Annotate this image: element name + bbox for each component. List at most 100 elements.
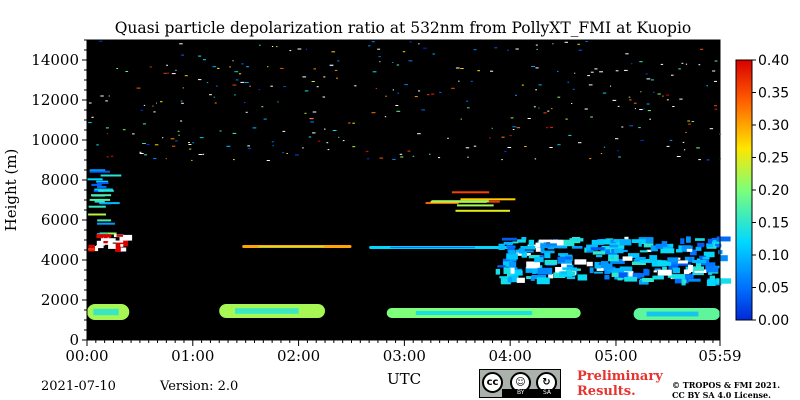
noise-pixel	[198, 79, 202, 81]
noise-pixel	[676, 156, 681, 157]
noise-pixel	[181, 54, 184, 56]
noise-pixel	[395, 105, 399, 106]
noise-pixel	[295, 154, 299, 156]
y-axis-label: Height (m)	[2, 149, 20, 232]
cloud-patch	[676, 249, 683, 253]
noise-pixel	[460, 68, 464, 69]
noise-pixel	[438, 157, 441, 159]
noise-pixel	[308, 136, 312, 138]
cloud-patch	[668, 264, 679, 270]
noise-pixel	[507, 147, 512, 148]
noise-pixel	[272, 145, 274, 147]
noise-pixel	[188, 142, 190, 143]
cloud-patch	[528, 255, 543, 259]
noise-pixel	[304, 90, 309, 92]
cloud-patch	[120, 247, 127, 252]
cloud-patch	[618, 272, 628, 279]
noise-pixel	[352, 146, 356, 148]
noise-pixel	[565, 118, 568, 120]
noise-pixel	[639, 109, 643, 110]
noise-pixel	[181, 102, 184, 104]
noise-pixel	[246, 66, 249, 68]
noise-pixel	[238, 73, 242, 75]
noise-pixel	[122, 129, 126, 131]
noise-pixel	[313, 68, 316, 70]
noise-pixel	[534, 158, 537, 160]
x-tick-label: 03:00	[383, 347, 426, 365]
noise-pixel	[473, 145, 477, 147]
noise-pixel	[263, 118, 267, 120]
noise-pixel	[132, 133, 135, 135]
noise-pixel	[271, 141, 274, 143]
noise-pixel	[324, 128, 326, 130]
noise-pixel	[365, 150, 369, 152]
noise-pixel	[538, 107, 540, 109]
cloud-patch	[513, 270, 523, 276]
noise-pixel	[331, 51, 336, 53]
noise-pixel	[535, 67, 539, 69]
noise-pixel	[146, 144, 150, 145]
noise-pixel	[628, 96, 631, 98]
cloud-patch	[508, 250, 516, 255]
cloud-patch	[607, 268, 622, 273]
noise-pixel	[302, 76, 307, 78]
cloud-patch	[540, 250, 555, 254]
cloud-patch	[115, 240, 129, 247]
noise-pixel	[100, 95, 104, 97]
noise-pixel	[282, 152, 285, 154]
noise-pixel	[372, 71, 377, 73]
noise-pixel	[354, 85, 357, 87]
noise-pixel	[375, 88, 378, 89]
noise-pixel	[234, 94, 236, 96]
noise-pixel	[643, 108, 645, 110]
noise-pixel	[212, 66, 217, 68]
cloud-patch	[642, 278, 654, 282]
y-tick-label: 4000	[41, 251, 79, 269]
noise-pixel	[640, 139, 644, 141]
streak	[451, 191, 490, 194]
x-axis: 00:00 01:00 02:00 03:00 04:00 05:00 05:59	[65, 340, 742, 365]
streak	[97, 185, 107, 188]
cloud-patch	[649, 255, 658, 262]
streak	[457, 204, 494, 207]
noise-pixel	[371, 112, 376, 114]
streak	[460, 198, 516, 201]
noise-pixel	[625, 53, 629, 55]
noise-pixel	[458, 80, 460, 82]
cloud-patch	[522, 250, 534, 253]
cloud-patch	[712, 239, 717, 243]
cloud-patch	[654, 268, 661, 271]
cloud-patch	[680, 238, 685, 244]
noise-pixel	[327, 149, 330, 151]
noise-pixel	[557, 70, 559, 72]
noise-pixel	[650, 79, 654, 81]
colorbar-tick-label: 0.30	[758, 118, 789, 134]
noise-pixel	[516, 127, 520, 129]
noise-pixel	[549, 147, 553, 148]
noise-pixel	[214, 102, 217, 104]
noise-pixel	[572, 88, 575, 90]
noise-pixel	[414, 96, 418, 98]
cloud-patch	[594, 262, 601, 269]
noise-pixel	[645, 73, 648, 75]
cloud-patch	[544, 253, 551, 259]
noise-pixel	[682, 141, 685, 143]
noise-pixel	[417, 133, 421, 135]
noise-pixel	[510, 117, 514, 119]
noise-pixel	[515, 48, 519, 50]
noise-pixel	[552, 43, 554, 45]
noise-pixel	[590, 116, 593, 118]
noise-pixel	[564, 41, 568, 43]
noise-pixel	[657, 93, 661, 95]
noise-pixel	[698, 64, 701, 66]
noise-pixel	[305, 48, 307, 50]
noise-pixel	[439, 91, 442, 93]
cloud-patch	[652, 275, 664, 280]
noise-pixel	[418, 90, 421, 92]
noise-pixel	[219, 130, 222, 132]
noise-pixel	[666, 94, 669, 96]
noise-pixel	[507, 49, 509, 51]
cloud-patch	[589, 267, 594, 274]
cloud-patch	[639, 259, 654, 263]
cloud-patch	[690, 249, 697, 256]
